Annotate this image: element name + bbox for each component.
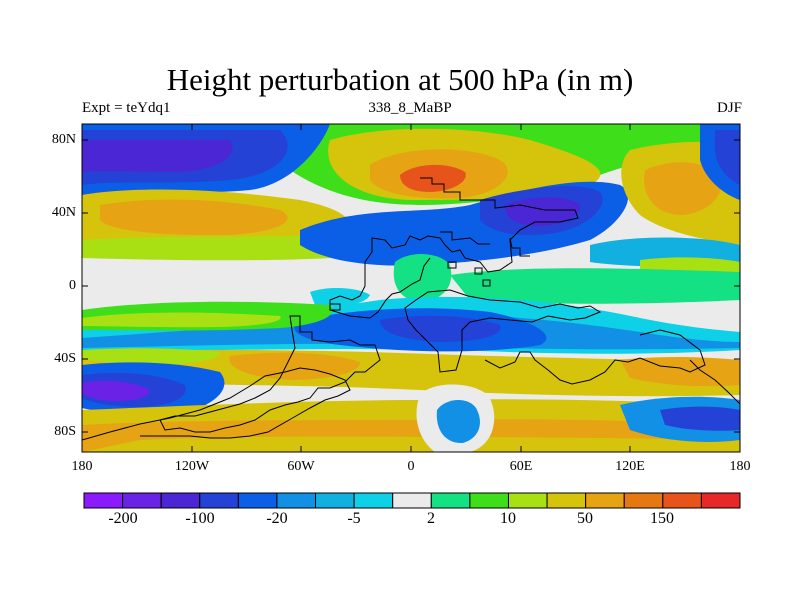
sw-trop-yellow (82, 312, 281, 328)
se-deep-low (660, 406, 740, 431)
lat-label-40n: 40N (51, 205, 76, 220)
colorbar-label--200: -200 (108, 510, 138, 527)
coastlines (82, 177, 740, 441)
time-label: 338_8_MaBP (368, 100, 452, 116)
coastline-east-pacific (689, 359, 740, 405)
n-midlat-orange (100, 199, 288, 236)
equator-green-east (450, 268, 740, 304)
trop-green-patch (393, 254, 452, 302)
lon-label-0: 0 (407, 459, 415, 474)
colorbar-label-10: 10 (500, 510, 516, 527)
experiment-label: Expt = teYdq1 (82, 100, 171, 116)
lon-label-120w: 120W (174, 459, 210, 474)
colorbar-label-150: 150 (650, 510, 674, 527)
nw-purple-low (82, 140, 233, 172)
lat-label-80n: 80N (51, 132, 76, 147)
colorbar-label--100: -100 (185, 510, 215, 527)
s-polar-blue-core (436, 399, 480, 444)
s-polar-yellow-inner (82, 436, 740, 452)
n-midlat-green (82, 235, 359, 261)
lon-label-60e: 60E (509, 459, 533, 474)
north-atlantic-high (400, 164, 466, 192)
coastline-south-america (159, 315, 381, 433)
coastline-small-3 (329, 303, 341, 311)
coastline-africa (404, 289, 602, 373)
plot-title: Height perturbation at 500 hPa (in m) (166, 62, 634, 97)
coastline-australia (484, 329, 706, 385)
colorbar-label-2: 2 (427, 510, 435, 527)
lon-label-180e: 180 (729, 459, 751, 474)
equator-cyan-west (310, 288, 370, 307)
coastline-small-2 (482, 279, 491, 287)
lat-label-0: 0 (69, 278, 76, 293)
coastline-small-1 (474, 267, 483, 275)
sw-purple-core (82, 380, 150, 402)
ne-orange-core (644, 162, 722, 215)
ne-deep-edge (715, 130, 740, 185)
lat-label-40s: 40S (54, 351, 76, 366)
lat-label-80s: 80S (54, 424, 76, 439)
coastline-north-america-frag (509, 237, 530, 257)
coastline-europe-asia (329, 177, 579, 319)
colorbar-label--5: -5 (347, 510, 361, 527)
axis-ticks (81, 124, 741, 452)
coastline-southern-arc (82, 367, 351, 441)
eurasia-purple-core (505, 197, 581, 226)
s-midlat-orange-east (620, 356, 740, 387)
colorbar-label--20: -20 (266, 510, 288, 527)
s-midlat-green (82, 348, 220, 365)
lon-label-180w: 180 (71, 459, 93, 474)
lon-label-120e: 120E (615, 459, 645, 474)
lon-label-60w: 60W (287, 459, 315, 474)
coastline-small-4 (447, 261, 457, 269)
season-label: DJF (716, 100, 742, 116)
colorbar-label-50: 50 (577, 510, 593, 527)
coastline-north-africa-inner (440, 231, 490, 245)
